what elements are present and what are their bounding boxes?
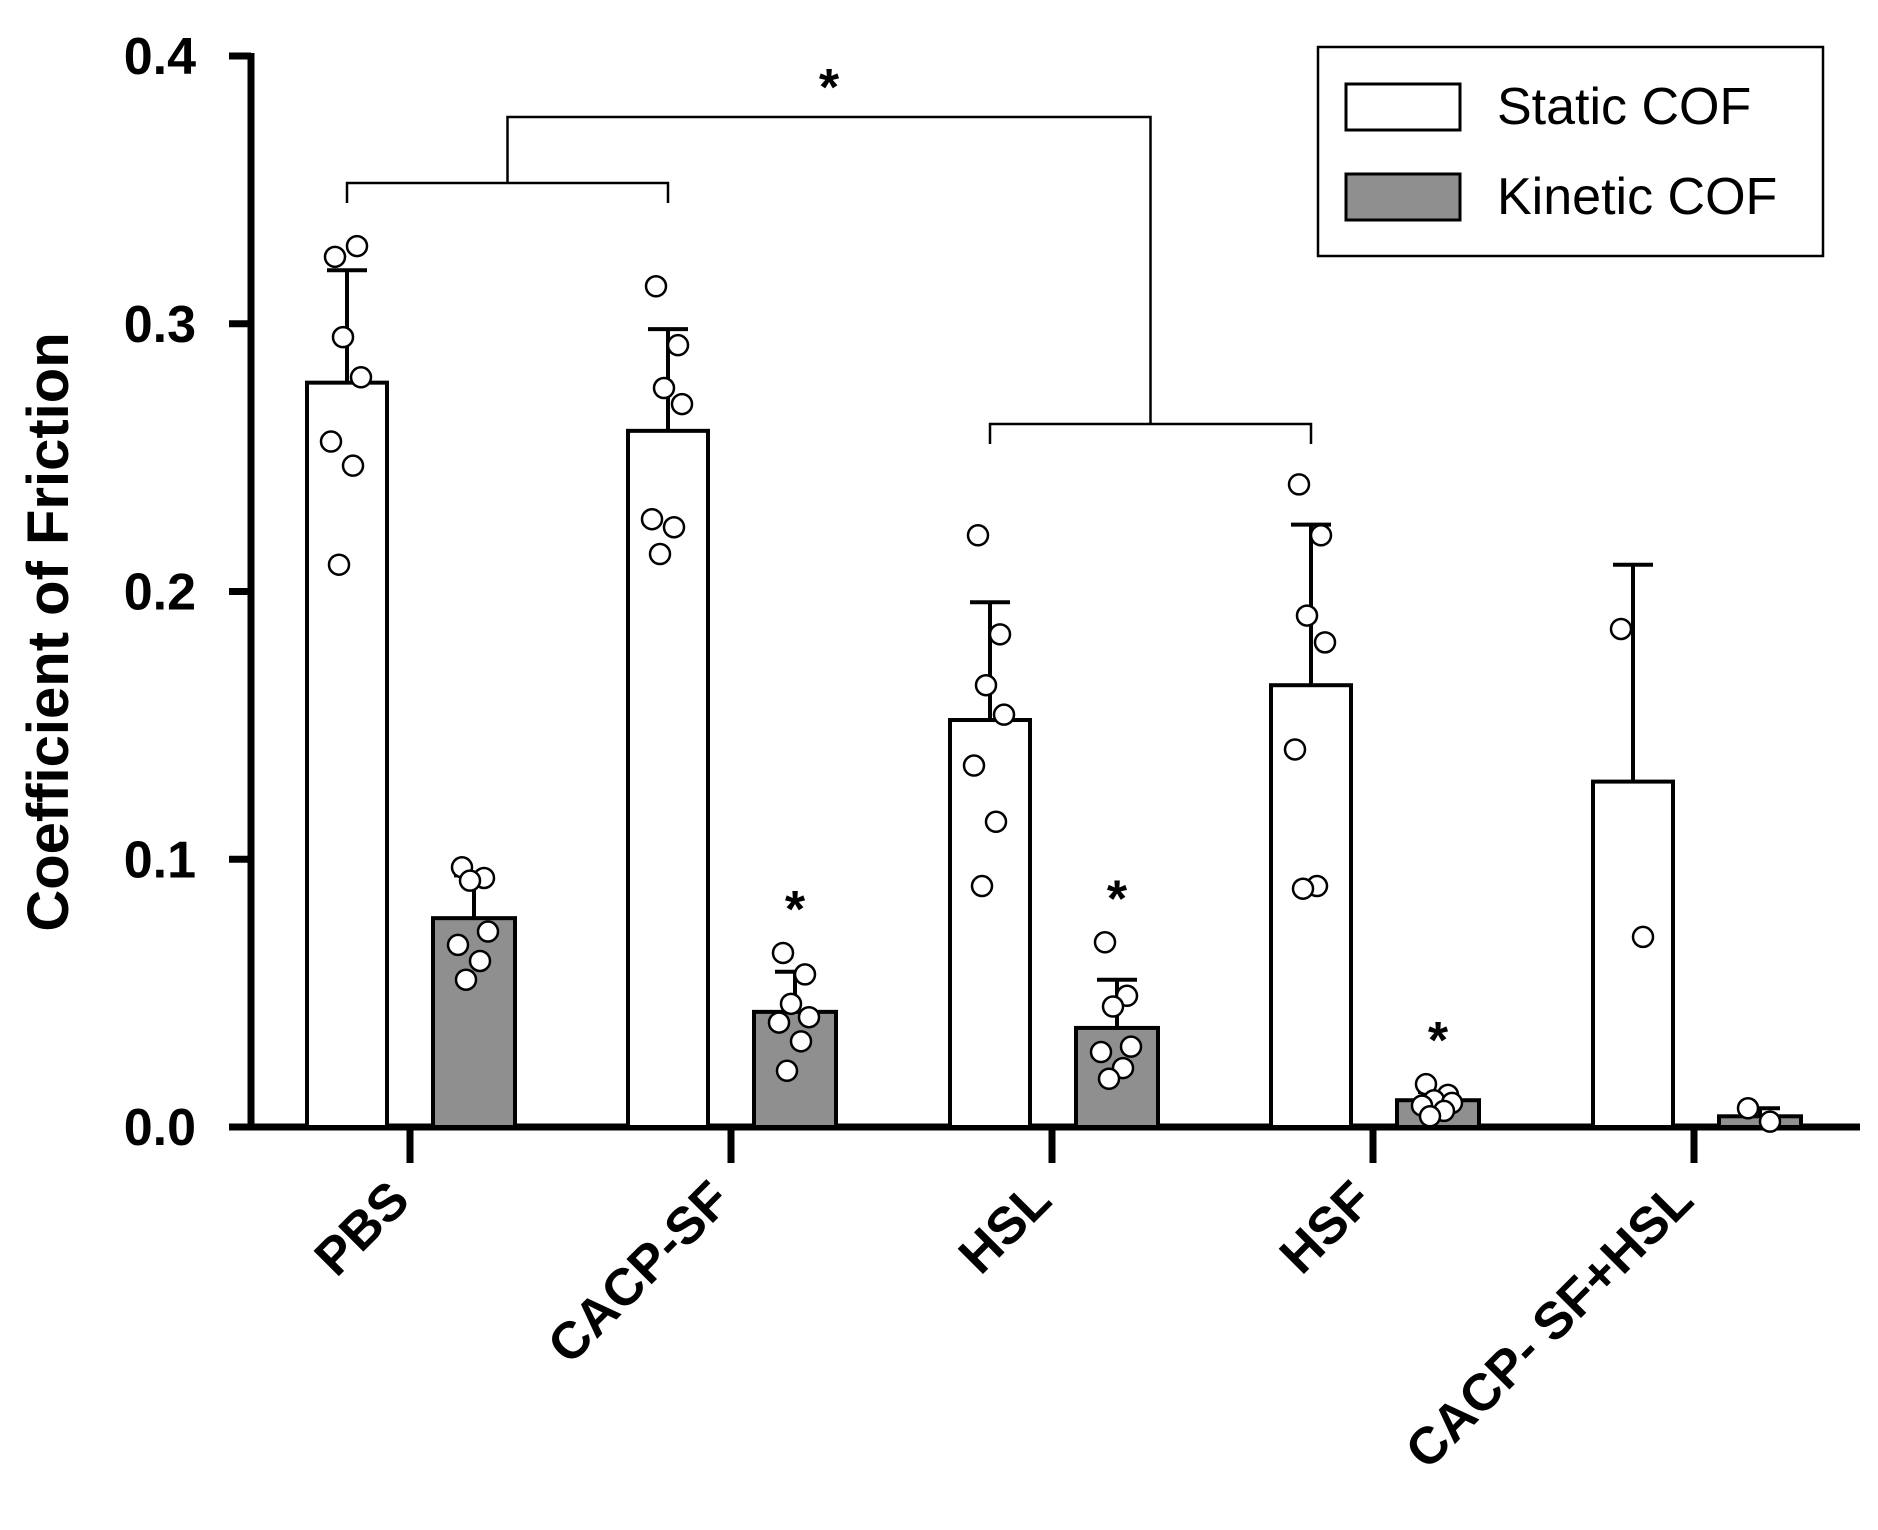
data-point	[446, 933, 470, 957]
data-point	[341, 454, 365, 477]
data-point	[962, 754, 986, 777]
bar	[1591, 779, 1675, 1129]
data-point	[797, 1005, 821, 1029]
significance-star: *	[785, 881, 806, 939]
bracket-left	[345, 181, 670, 203]
data-point	[648, 542, 672, 566]
data-point	[666, 333, 690, 357]
data-point	[458, 869, 482, 892]
data-point	[1758, 1110, 1782, 1133]
legend-swatch	[1344, 172, 1462, 222]
data-point	[670, 392, 694, 416]
series-static	[305, 234, 1675, 1130]
data-point	[476, 920, 500, 943]
y-tick-label: 0.3	[124, 296, 196, 354]
bar	[305, 380, 389, 1129]
data-point	[771, 941, 795, 965]
x-tick-label: HSL	[948, 1170, 1063, 1285]
data-point	[779, 992, 803, 1016]
x-tick-label: PBS	[304, 1170, 421, 1287]
data-point	[662, 515, 686, 539]
data-point	[1119, 1035, 1143, 1058]
y-tick-label: 0.2	[124, 564, 196, 622]
bar	[431, 916, 517, 1130]
x-tick-label: HSF	[1269, 1170, 1384, 1285]
legend-label: Static COF	[1497, 78, 1751, 136]
data-point	[1418, 1105, 1442, 1128]
data-point	[966, 524, 990, 547]
legend: Static COF Kinetic COF	[1316, 45, 1825, 258]
data-point	[1609, 617, 1633, 641]
data-point	[640, 507, 664, 531]
y-tick-label: 0.0	[124, 1099, 196, 1157]
bar	[948, 718, 1032, 1130]
data-point	[327, 553, 351, 576]
x-axis: PBS CACP-SF HSL HSF CACP- SF+HSL	[248, 1123, 1860, 1480]
x-tick-label: CACP-SF	[537, 1170, 741, 1374]
bracket-top	[506, 115, 1152, 424]
data-point	[1313, 631, 1337, 654]
data-point	[1631, 925, 1655, 949]
data-point	[789, 1030, 813, 1053]
bracket-right	[988, 422, 1313, 444]
data-point	[319, 430, 343, 453]
data-point	[1291, 877, 1315, 900]
significance-brackets: *	[345, 59, 1313, 444]
significance-star: *	[1428, 1012, 1449, 1070]
data-point	[775, 1059, 799, 1083]
data-point	[974, 673, 998, 697]
data-point	[793, 963, 817, 986]
data-point	[984, 810, 1008, 834]
data-point	[1283, 738, 1307, 761]
bar	[1269, 683, 1353, 1130]
data-point	[652, 376, 676, 400]
y-axis: 0.0 0.1 0.2 0.3 0.4	[124, 28, 255, 1157]
data-point	[970, 874, 994, 898]
x-tick-label: CACP- SF+HSL	[1395, 1170, 1705, 1480]
significance-star: *	[819, 59, 840, 117]
data-point	[1097, 1067, 1121, 1091]
bars: * * *	[305, 234, 1803, 1133]
data-point	[454, 968, 478, 991]
legend-swatch	[1344, 82, 1462, 132]
data-point	[349, 366, 373, 389]
data-point	[644, 275, 668, 298]
data-point	[1101, 995, 1125, 1018]
data-point	[1089, 1040, 1113, 1064]
y-axis-label: Coefficient of Friction	[16, 332, 81, 931]
y-tick-label: 0.4	[124, 28, 196, 86]
data-point	[1309, 524, 1333, 547]
series-kinetic: * * *	[431, 856, 1803, 1133]
data-point	[331, 325, 355, 349]
legend-label: Kinetic COF	[1497, 168, 1777, 226]
data-point	[323, 245, 347, 269]
data-point	[1287, 473, 1311, 496]
data-point	[767, 1011, 791, 1034]
data-point	[992, 703, 1016, 726]
y-tick-label: 0.1	[124, 831, 196, 889]
data-point	[468, 949, 492, 973]
data-point	[1736, 1097, 1760, 1120]
significance-star: *	[1107, 870, 1128, 928]
data-point	[988, 623, 1012, 646]
data-point	[1295, 604, 1319, 627]
data-point	[345, 234, 369, 258]
data-point	[1093, 931, 1117, 954]
